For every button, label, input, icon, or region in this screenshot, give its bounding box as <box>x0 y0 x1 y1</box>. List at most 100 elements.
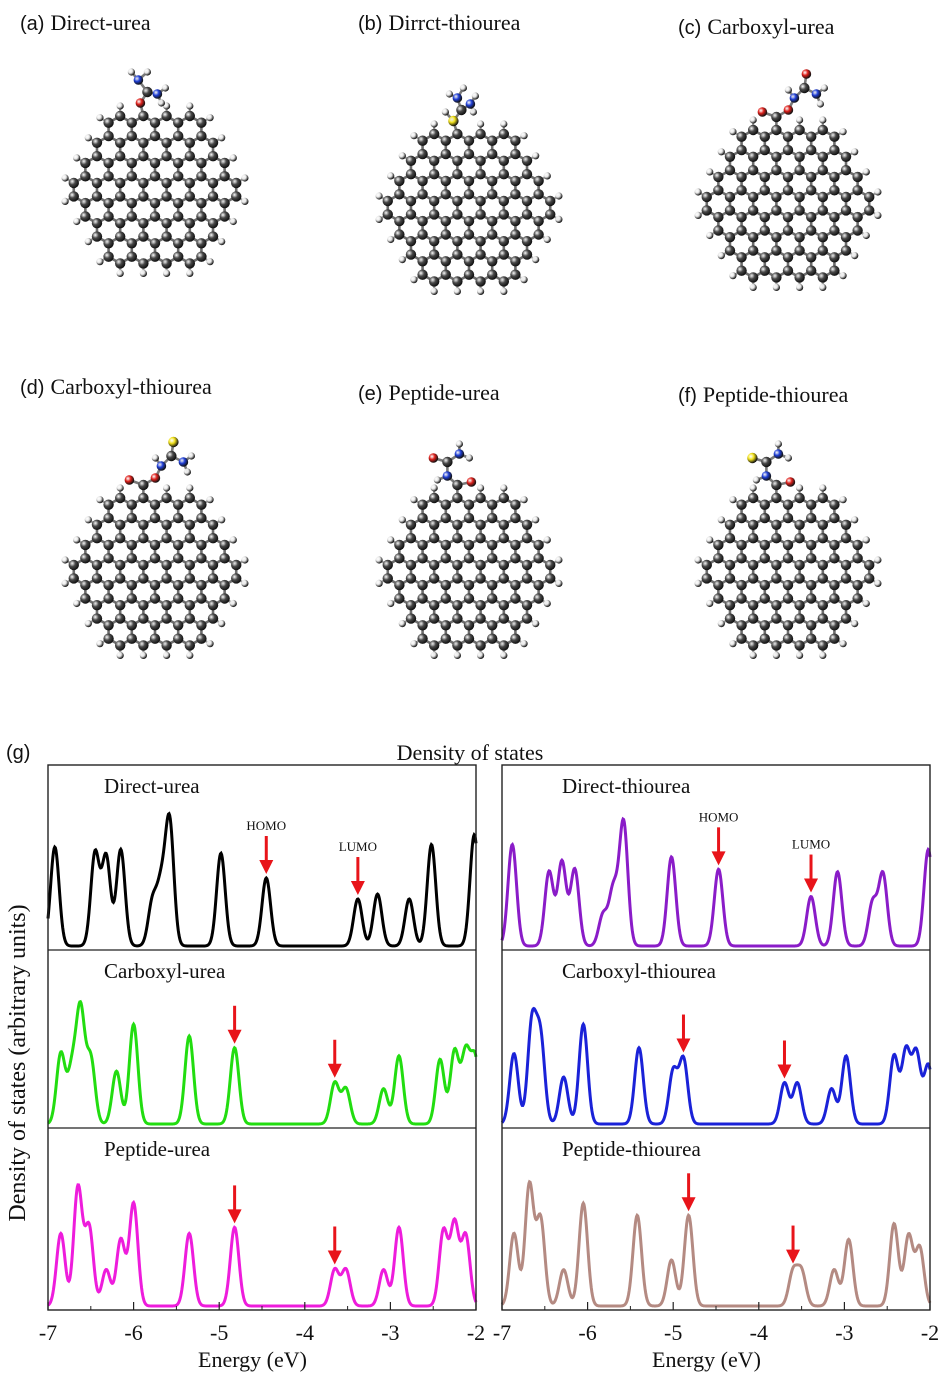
carbon-atom <box>817 640 829 651</box>
hydrogen-atom <box>430 651 438 660</box>
carbon-atom <box>207 218 219 229</box>
x-axis: -7 -6 -5 -4 -3 -2 <box>39 1302 485 1345</box>
panel-letter: (d) <box>20 377 45 399</box>
carbon-atom <box>806 211 817 223</box>
carbon-atom <box>103 130 114 142</box>
oxygen-atom <box>135 98 146 108</box>
hydrogen-atom <box>375 192 383 200</box>
hydrogen-atom <box>774 440 782 448</box>
carbon-atom <box>829 265 840 276</box>
carbon-atom <box>852 553 863 564</box>
nitrogen-atom <box>811 89 822 99</box>
carbon-atom <box>521 613 533 624</box>
carbon-atom <box>840 533 852 544</box>
carbon-atom <box>759 512 770 524</box>
panel-g-label: (g) <box>6 742 31 764</box>
carbon-atom <box>736 252 747 263</box>
oxygen-atom <box>466 477 477 487</box>
carbon-atom <box>545 573 556 584</box>
carbon-atom <box>475 613 486 624</box>
carbon-atom <box>782 633 794 644</box>
carbon-atom <box>173 620 184 631</box>
carbon-atom <box>114 177 126 189</box>
hydrogen-atom <box>61 174 69 182</box>
carbon-atom <box>533 553 544 564</box>
hydrogen-atom <box>784 454 792 462</box>
carbon-atom <box>138 191 149 202</box>
carbon-atom <box>487 189 498 200</box>
molecule-carboxyl-urea <box>694 69 882 291</box>
carbon-atom <box>184 177 196 189</box>
carbon-atom <box>771 151 782 162</box>
carbon-atom <box>759 499 770 510</box>
carbon-atom <box>196 117 207 128</box>
carbon-atom <box>713 579 724 591</box>
carbon-atom <box>91 177 103 189</box>
carbon-atom <box>440 539 451 551</box>
carbon-atom <box>487 539 498 551</box>
carbon-atom <box>498 600 510 611</box>
carbon-atom <box>382 573 393 584</box>
carbon-atom <box>724 573 736 584</box>
hydrogen-atom <box>241 174 249 182</box>
carbon-atom <box>510 512 521 524</box>
carbon-atom <box>498 128 510 140</box>
carbon-atom <box>405 209 417 220</box>
carbon-atom <box>80 579 91 591</box>
hydrogen-atom <box>862 231 870 240</box>
carbon-atom <box>782 131 794 142</box>
carbon-atom <box>417 135 428 146</box>
hydrogen-atom <box>139 651 147 660</box>
carbon-atom <box>771 205 782 216</box>
carbon-atom <box>475 128 486 140</box>
carbon-atom <box>149 633 161 644</box>
carbon-atom <box>782 171 794 183</box>
carbon-atom <box>452 492 463 504</box>
hydrogen-atom <box>229 536 237 544</box>
carbon-atom <box>521 519 533 530</box>
carbon-atom <box>417 620 428 631</box>
carbon-atom <box>521 195 533 207</box>
carbon-atom <box>759 144 770 156</box>
carbon-atom <box>817 613 829 624</box>
carbon-atom <box>428 613 440 624</box>
carbon-atom <box>80 211 91 222</box>
carbon-atom <box>724 191 736 203</box>
carbon-atom <box>103 499 114 510</box>
carbon-atom <box>713 225 724 236</box>
hydrogen-atom <box>532 620 540 628</box>
carbon-atom <box>417 229 428 240</box>
hydrogen-atom <box>241 556 249 564</box>
carbon-atom <box>475 533 486 544</box>
carbon-atom <box>806 633 817 644</box>
carbon-atom <box>759 211 770 223</box>
carbon-atom <box>417 269 428 280</box>
carbon-atom <box>428 276 440 287</box>
carbon-atom <box>126 539 137 551</box>
carbon-atom <box>498 155 510 166</box>
carbon-atom <box>782 211 794 223</box>
carbon-atom <box>713 171 724 183</box>
carbon-atom <box>475 155 486 166</box>
carbon-atom <box>829 620 840 631</box>
carbon-atom <box>829 553 840 564</box>
oxygen-atom <box>150 473 161 483</box>
hydrogen-atom <box>186 651 194 660</box>
carbon-atom <box>806 265 817 276</box>
carbon-atom <box>463 269 475 280</box>
carbon-atom <box>759 131 770 142</box>
hydrogen-atom <box>387 536 395 544</box>
carbon-atom <box>510 148 521 160</box>
carbon-atom <box>806 593 817 604</box>
hydrogen-atom <box>796 283 804 291</box>
carbon-atom <box>510 579 521 591</box>
carbon-atom <box>103 117 114 128</box>
x-tick-label: -5 <box>210 1320 228 1345</box>
hydrogen-atom <box>500 484 508 492</box>
hydrogen-atom <box>229 217 237 226</box>
hydrogen-atom <box>851 148 859 156</box>
carbon-atom <box>219 157 230 169</box>
carbon-atom <box>394 593 405 604</box>
carbon-atom <box>428 128 440 140</box>
carbon-atom <box>829 185 840 196</box>
